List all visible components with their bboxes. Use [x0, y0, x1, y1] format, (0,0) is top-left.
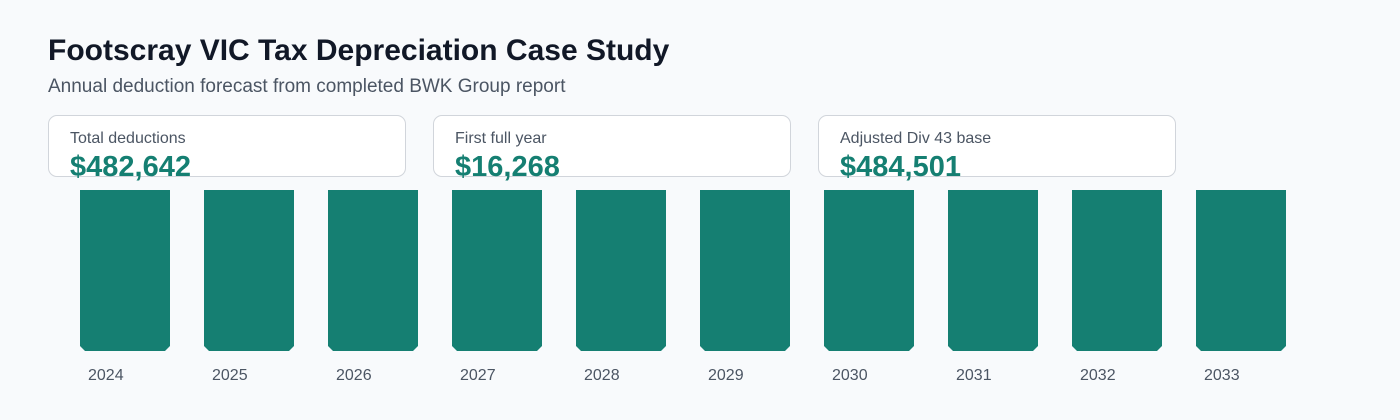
x-tick-label: 2030 [832, 367, 868, 384]
bar-2027 [452, 190, 542, 351]
total-deductions-card: Total deductions $482,642 [48, 115, 406, 183]
x-tick-label: 2027 [460, 367, 496, 384]
x-tick-label: 2032 [1080, 367, 1116, 384]
x-tick-label: 2026 [336, 367, 372, 384]
bar-2024 [80, 190, 170, 351]
x-tick-label: 2029 [708, 367, 744, 384]
x-tick-label: 2028 [584, 367, 620, 384]
bar-2025 [204, 190, 294, 351]
x-tick-label: 2033 [1204, 367, 1240, 384]
page-title: Footscray VIC Tax Depreciation Case Stud… [48, 34, 670, 67]
depreciation-bar-chart: $11,5892024$16,2682025$15,6872026$14,515… [80, 190, 1286, 384]
bar-2033 [1196, 190, 1286, 351]
bar-2026 [328, 190, 418, 351]
card-label: First full year [455, 130, 547, 147]
div43-base-card: Adjusted Div 43 base $484,501 [818, 115, 1176, 183]
x-tick-label: 2025 [212, 367, 248, 384]
bar-2028 [576, 190, 666, 351]
card-value: $16,268 [455, 151, 560, 183]
bar-2029 [700, 190, 790, 351]
card-label: Adjusted Div 43 base [840, 130, 992, 147]
x-tick-label: 2024 [88, 367, 124, 384]
bar-2031 [948, 190, 1038, 351]
bar-2030 [824, 190, 914, 351]
bar-2032 [1072, 190, 1162, 351]
card-value: $482,642 [70, 151, 191, 183]
card-label: Total deductions [70, 130, 186, 147]
card-value: $484,501 [840, 151, 961, 183]
first-full-year-card: First full year $16,268 [433, 115, 791, 183]
x-tick-label: 2031 [956, 367, 992, 384]
page-subtitle: Annual deduction forecast from completed… [48, 76, 566, 97]
